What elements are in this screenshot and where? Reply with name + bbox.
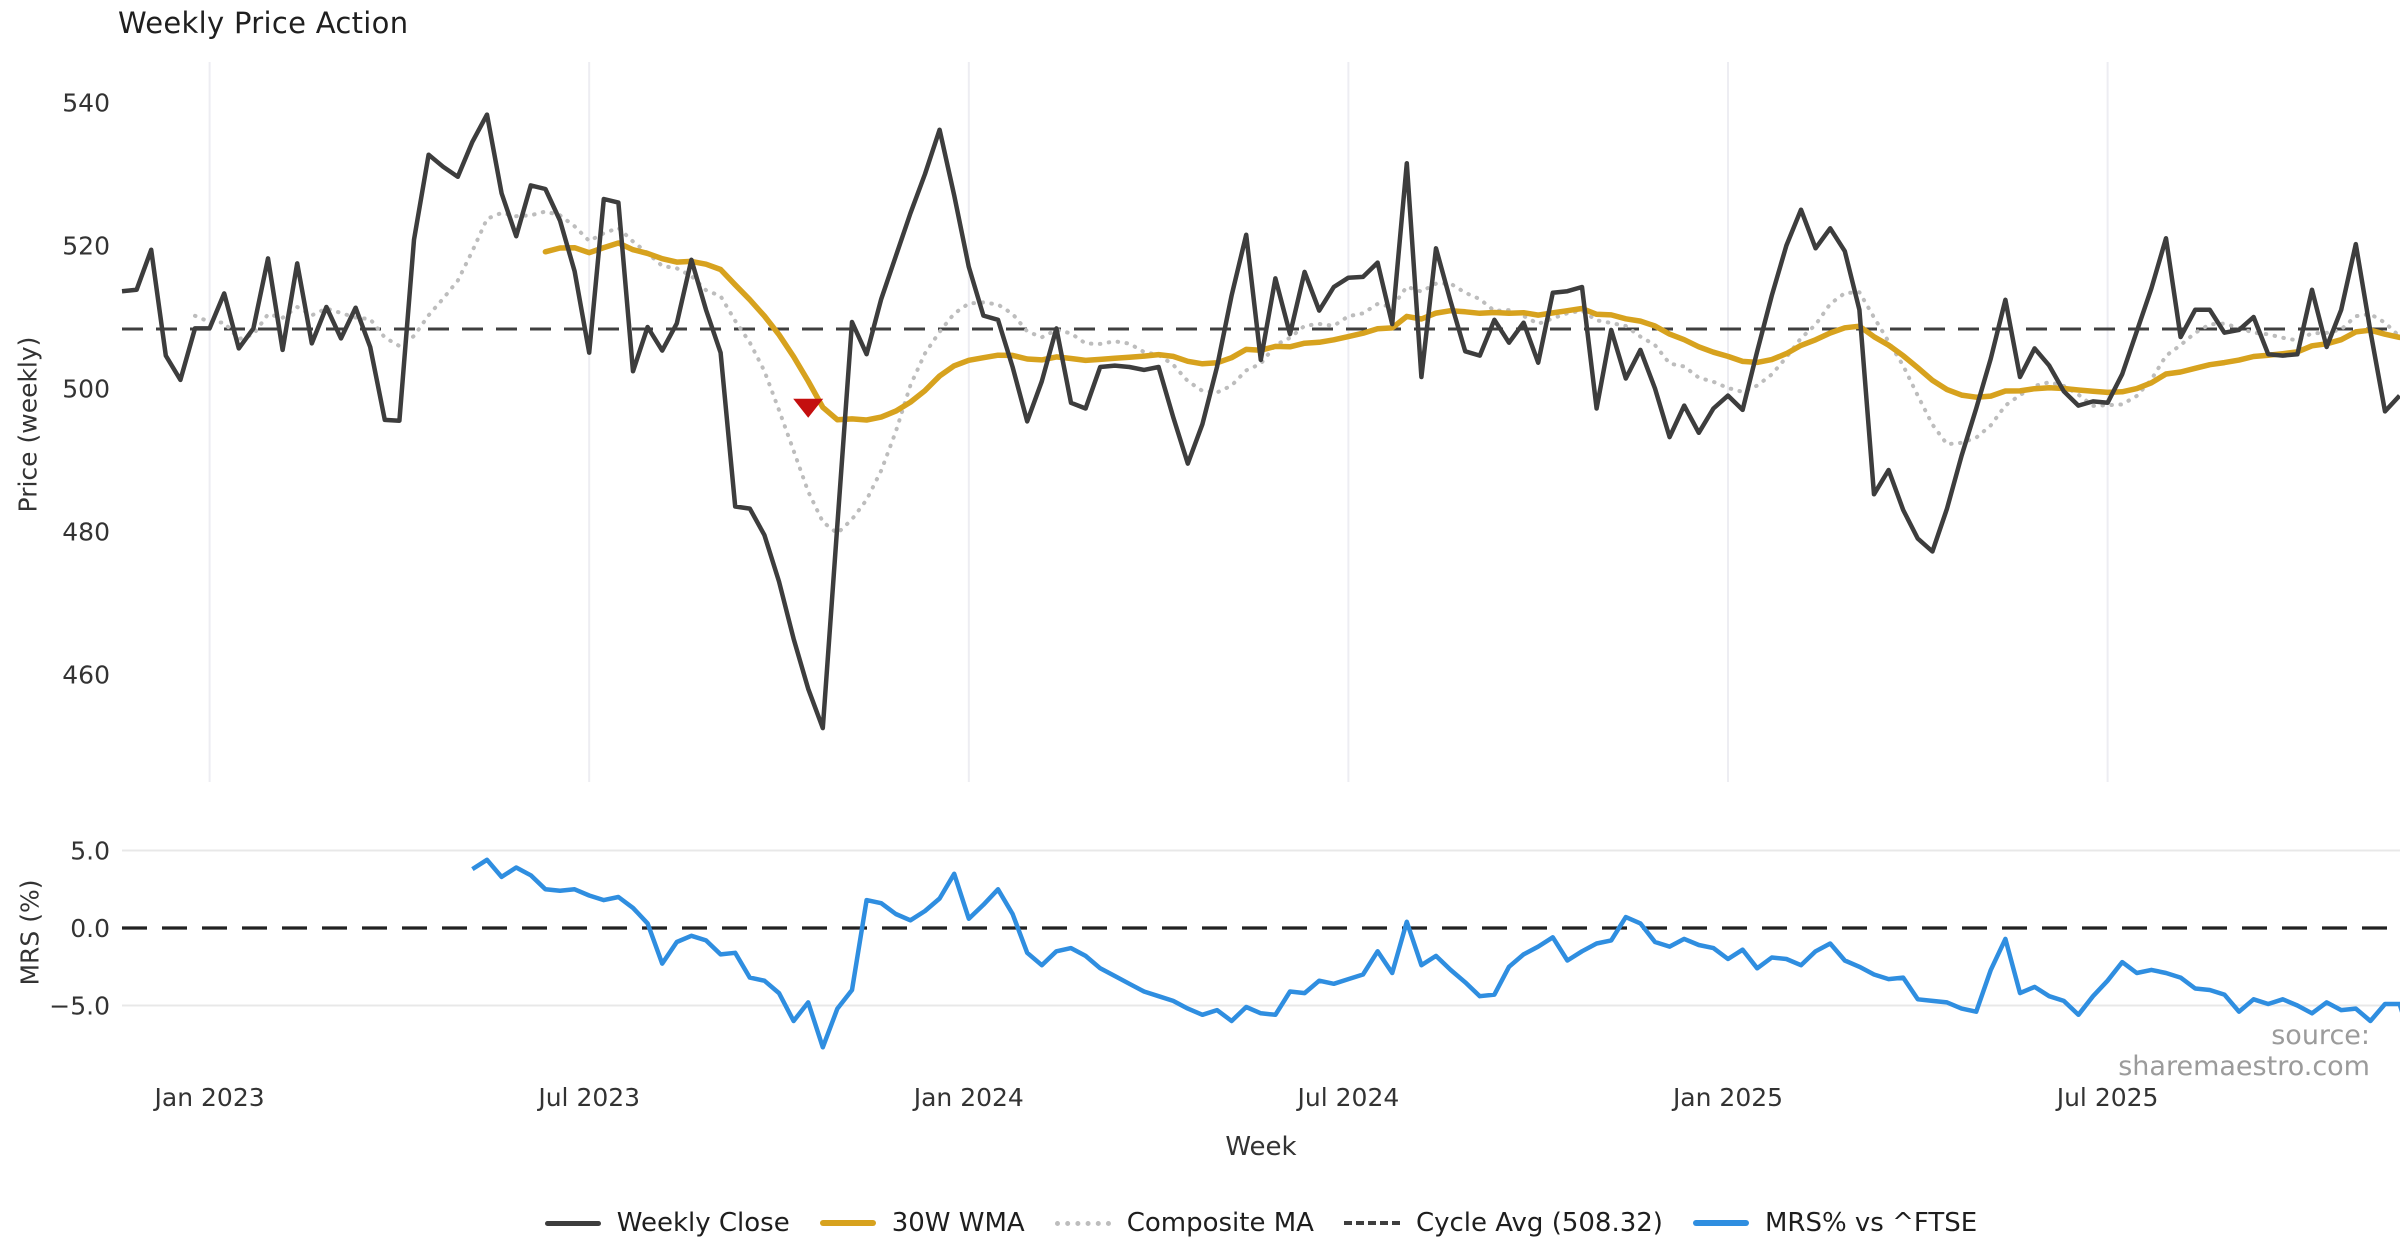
svg-text:Jan 2024: Jan 2024 (912, 1083, 1024, 1112)
legend-label: Cycle Avg (508.32) (1415, 1208, 1663, 1238)
weekly-close-line-swatch-icon (544, 1220, 601, 1226)
x-axis-label: Week (1225, 1132, 1297, 1162)
svg-text:Jan 2023: Jan 2023 (153, 1083, 265, 1112)
legend-item-30w-wma: 30W WMA (819, 1208, 1025, 1238)
svg-text:−5.0: −5.0 (49, 992, 110, 1021)
legend-label: MRS% vs ^FTSE (1764, 1208, 1978, 1238)
svg-text:Jul 2023: Jul 2023 (536, 1083, 640, 1112)
svg-text:520: 520 (62, 231, 110, 260)
svg-text:480: 480 (62, 517, 110, 546)
page-title: Weekly Price Action (118, 6, 409, 40)
svg-text:Jul 2024: Jul 2024 (1296, 1083, 1400, 1112)
legend-item-cycle-avg: Cycle Avg (508.32) (1343, 1208, 1663, 1238)
source-attribution: source: sharemaestro.com (2118, 1020, 2370, 1082)
composite-ma-swatch-icon (1054, 1220, 1111, 1226)
svg-text:Jul 2025: Jul 2025 (2055, 1083, 2159, 1112)
svg-text:540: 540 (62, 88, 110, 117)
svg-text:460: 460 (62, 660, 110, 689)
legend-label: Composite MA (1126, 1208, 1314, 1238)
svg-text:500: 500 (62, 374, 110, 403)
svg-text:5.0: 5.0 (70, 837, 110, 866)
wma-line-swatch-icon (819, 1220, 876, 1226)
legend: Weekly Close 30W WMA Composite MA Cycle … (122, 1208, 2400, 1238)
legend-label: Weekly Close (616, 1208, 790, 1238)
cycle-avg-swatch-icon (1343, 1221, 1400, 1225)
mrs-axis-label: MRS (%) (15, 879, 45, 986)
legend-item-weekly-close: Weekly Close (544, 1208, 790, 1238)
legend-item-composite-ma: Composite MA (1054, 1208, 1314, 1238)
legend-item-mrs: MRS% vs ^FTSE (1692, 1208, 1978, 1238)
price-axis-label: Price (weekly) (13, 336, 43, 513)
legend-label: 30W WMA (891, 1208, 1025, 1238)
svg-text:Jan 2025: Jan 2025 (1671, 1083, 1783, 1112)
mrs-line-swatch-icon (1692, 1220, 1749, 1226)
svg-text:0.0: 0.0 (70, 914, 110, 943)
